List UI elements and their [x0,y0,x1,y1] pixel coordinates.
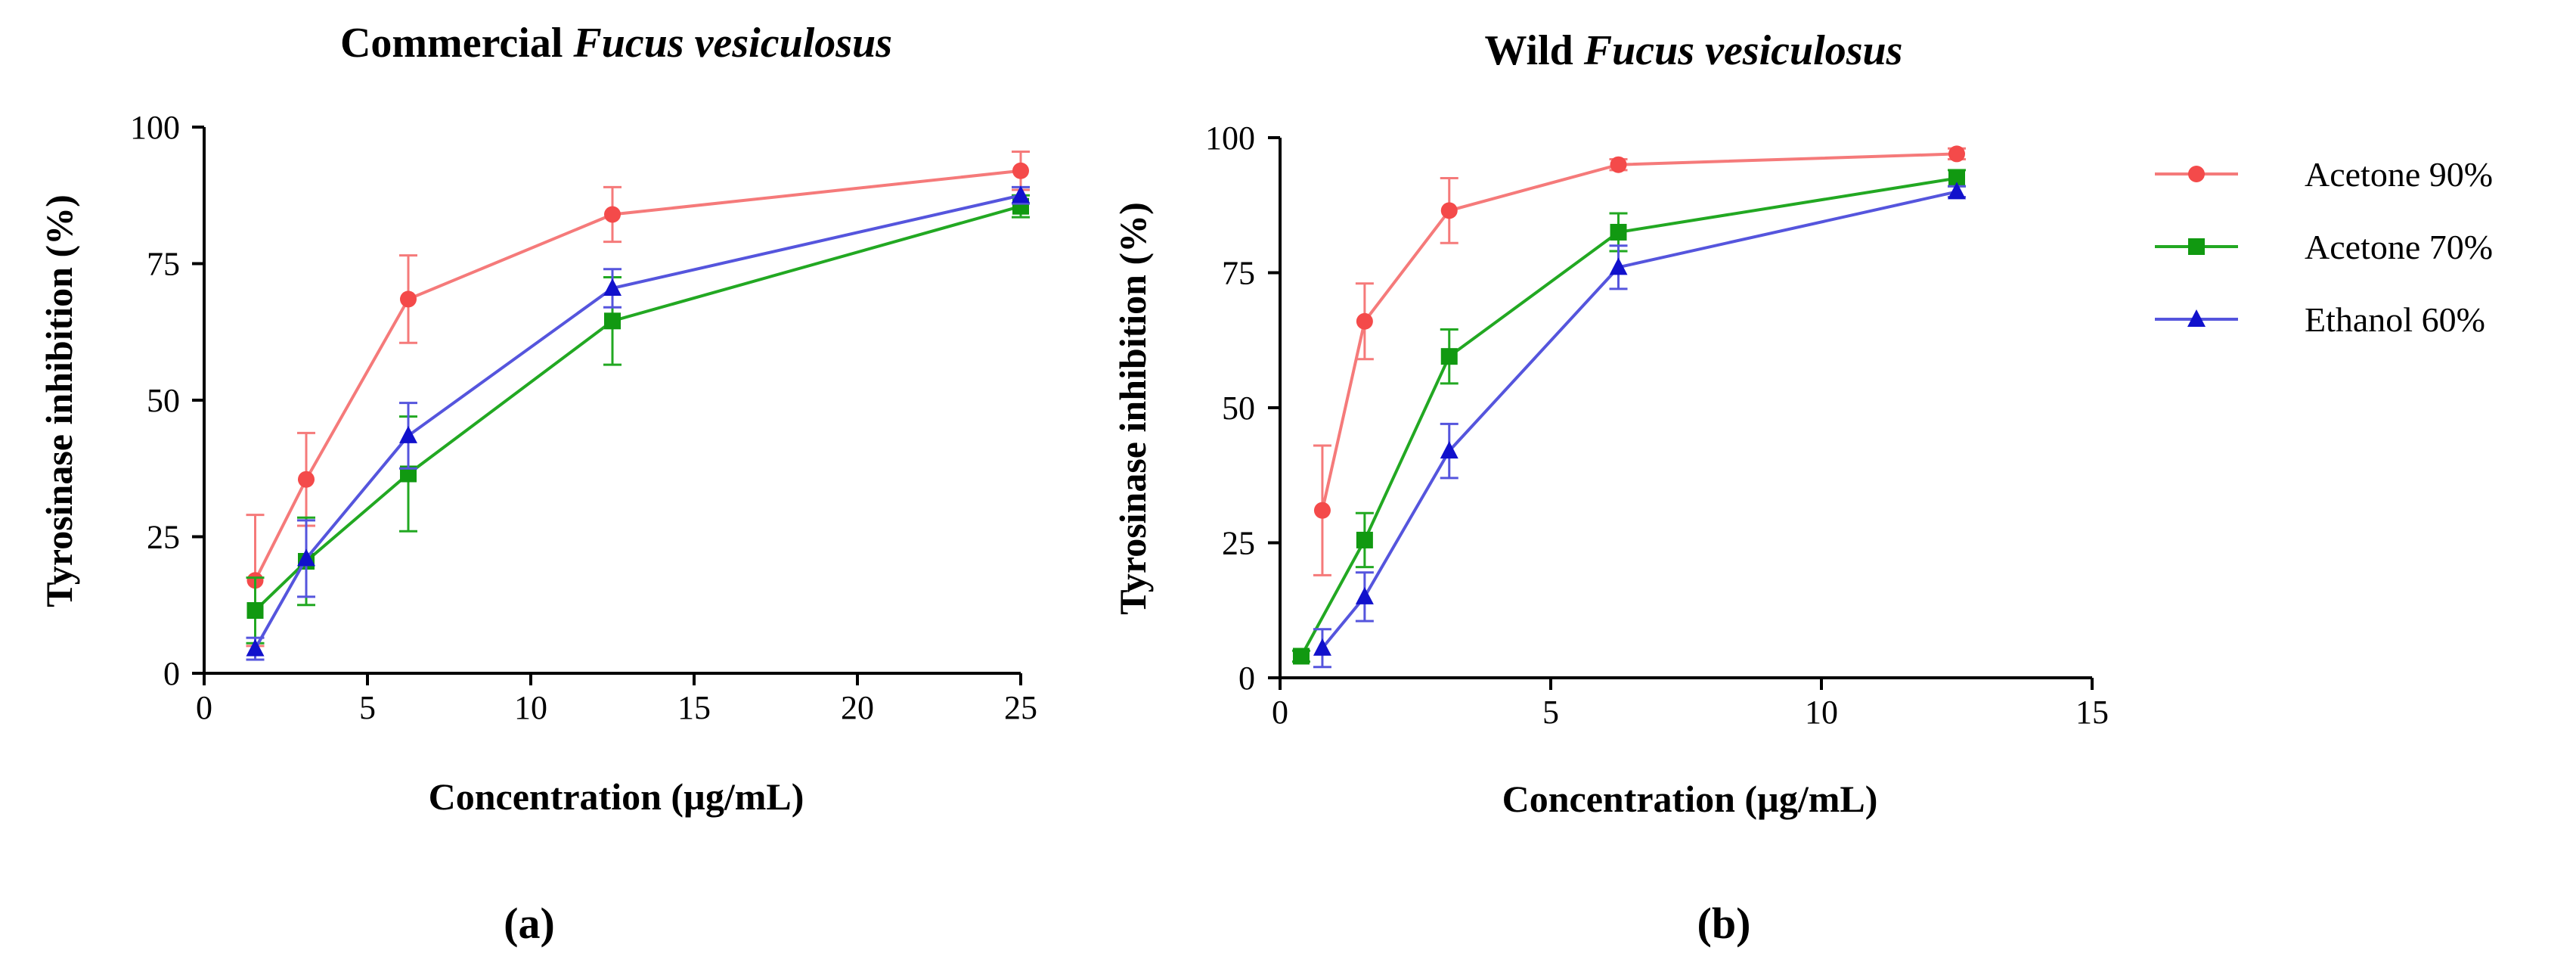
panel-b-x-axis-title: Concentration (µg/mL) [1502,778,1878,820]
panel-b-point-ethanol-60 [1948,182,1966,200]
panel-b-y-tick-label: 75 [1222,255,1255,292]
legend-marker-acetone-70 [2188,238,2205,255]
panel-a-point-acetone-90 [400,290,417,308]
panel-a-series-ethanol-60 [246,185,1030,661]
panel-b-line-acetone-70 [1300,176,1958,657]
panel-b-x-tick-label: 5 [1542,694,1559,731]
panel-a-point-ethanol-60 [603,278,622,296]
panel-b-chart: Wild Fucus vesiculosus 0 5 10 150255075100 … [1111,27,2109,948]
legend-label-acetone-70: Acetone 70% [2305,228,2493,266]
panel-b-title-prefix: Wild [1485,27,1584,74]
panel-a-series-acetone-90 [246,150,1030,648]
panel-a-point-acetone-70 [400,465,417,483]
panel-a-point-acetone-70 [246,601,264,619]
panel-b-point-ethanol-60 [1440,441,1458,459]
panel-a-y-tick-label: 100 [130,109,180,146]
panel-a-point-ethanol-60 [399,425,417,443]
panel-b-point-acetone-90 [1610,156,1627,173]
panel-a-line-ethanol-60 [253,194,1021,650]
panel-b-point-acetone-90 [1948,145,1965,163]
panel-b-y-tick-label: 25 [1222,525,1255,562]
panel-b-point-acetone-70 [1292,648,1310,665]
panel-b-point-ethanol-60 [1609,257,1628,275]
panel-b-y-axis-title: Tyrosinase inhibition (%) [1111,202,1154,614]
panel-b-point-acetone-70 [1610,223,1627,241]
panel-b-line-acetone-90 [1320,152,1958,511]
panel-a-series-acetone-70 [246,194,1030,645]
panel-b-ticks: 0 5 10 15 0 25 50 75 100 [1205,120,2109,731]
panel-a-point-ethanol-60 [246,638,265,657]
legend-marker-ethanol-60 [2187,309,2206,327]
panel-a-title: Commercial Fucus vesiculosus [340,20,892,67]
panel-a-series [246,150,1030,661]
legend-label-ethanol-60: Ethanol 60% [2305,300,2485,339]
panel-b-series-ethanol-60 [1313,182,1966,669]
panel-a-point-acetone-90 [298,471,315,488]
panel-a-y-axis-title: Tyrosinase inhibition (%) [38,194,80,607]
panel-a-title-species: Fucus vesiculosus [572,20,892,67]
panel-b-point-acetone-90 [1356,312,1373,330]
panel-a-point-ethanol-60 [1012,185,1030,203]
panel-a-y-tick-label: 75 [147,246,180,283]
legend-item-ethanol-60: Ethanol 60% [2155,300,2485,339]
panel-b-x-tick-label: 15 [2075,694,2109,731]
panel-a-point-ethanol-60 [297,548,315,567]
panel-a-line-acetone-70 [254,204,1021,612]
panel-a-label: (a) [504,899,555,948]
panel-b-series-acetone-70 [1291,169,1966,665]
panel-a-x-tick-label: 10 [514,689,547,726]
panel-a-x-tick-label: 25 [1004,689,1037,726]
panel-a-point-acetone-90 [604,206,621,223]
panel-a-point-acetone-90 [1012,162,1029,179]
panel-a-chart: Commercial Fucus vesiculosus 0 5 10 15 20 250… [38,20,1037,948]
panel-b-point-ethanol-60 [1313,638,1331,656]
panel-a-x-tick-label: 15 [677,689,711,726]
panel-a-x-tick-label: 20 [841,689,874,726]
panel-b-series-acetone-90 [1313,145,1966,576]
panel-b-x-tick-label: 10 [1805,694,1838,731]
panel-b-point-acetone-70 [1356,531,1373,548]
legend: Acetone 90% Acetone 70% Ethanol 60% [2155,155,2493,339]
panel-a-line-acetone-90 [253,169,1021,582]
panel-b-axes [1279,138,2092,679]
panel-b-x-tick-label: 0 [1272,694,1288,731]
panel-b-point-acetone-90 [1440,202,1458,219]
panel-a-x-tick-label: 0 [196,689,212,726]
panel-b-title-species: Fucus vesiculosus [1583,27,1903,74]
panel-b-line-ethanol-60 [1321,190,1958,650]
panel-b-point-acetone-70 [1948,169,1965,187]
panel-b-label: (b) [1697,899,1751,948]
legend-label-acetone-90: Acetone 90% [2305,155,2493,194]
panel-b-y-tick-label: 100 [1205,120,1255,157]
panel-a-y-tick-label: 25 [147,519,180,556]
panel-b-title: Wild Fucus vesiculosus [1485,27,1903,74]
panel-a-point-acetone-70 [604,312,621,330]
panel-b-y-tick-label: 50 [1222,390,1255,427]
panel-a-y-tick-label: 0 [163,655,180,692]
panel-b-y-tick-label: 0 [1238,660,1255,697]
panel-a-title-prefix: Commercial [340,20,573,67]
panel-a-x-tick-label: 5 [359,689,376,726]
panel-a-y-tick-label: 50 [147,382,180,419]
legend-item-acetone-90: Acetone 90% [2155,155,2493,194]
panel-b-series [1291,145,1966,669]
panel-b-point-ethanol-60 [1355,586,1374,604]
legend-item-acetone-70: Acetone 70% [2155,228,2493,266]
panel-a-ticks: 0 5 10 15 20 25 0 25 50 75 100 [130,109,1037,726]
panel-b-point-acetone-70 [1440,348,1458,365]
panel-b-point-acetone-90 [1313,502,1331,519]
legend-marker-acetone-90 [2188,166,2205,182]
panel-a-x-axis-title: Concentration (µg/mL) [429,775,804,818]
